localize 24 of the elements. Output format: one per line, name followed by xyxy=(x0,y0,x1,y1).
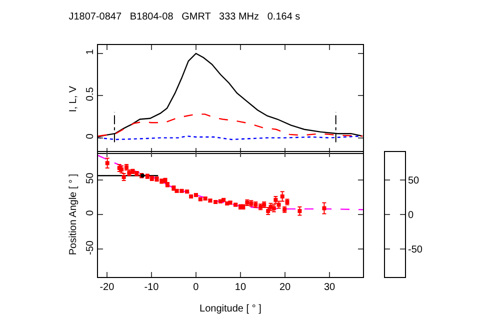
x-axis-title: Longitude [ ° ] xyxy=(200,304,262,314)
x-tick-label: 10 xyxy=(234,282,246,293)
point xyxy=(105,161,110,166)
y-tick-label: -50 xyxy=(85,240,96,255)
y2-tick-label: -50 xyxy=(408,244,423,256)
y-tick-label: 1 xyxy=(85,48,96,55)
y2-tick-label: 0 xyxy=(408,210,414,221)
x-tick-label: -10 xyxy=(144,282,160,293)
y-tick-label: 0 xyxy=(85,133,96,140)
x-tick-label: 20 xyxy=(279,282,292,293)
line-series xyxy=(98,114,363,137)
x-tick-label: -20 xyxy=(100,282,115,293)
y2-tick-label: 50 xyxy=(408,175,420,186)
point xyxy=(280,194,284,198)
y-axis-title: I, L, V xyxy=(68,86,79,112)
point xyxy=(322,206,326,210)
x-tick-label: 30 xyxy=(324,282,336,293)
y-axis-title: Position Angle [ ° ] xyxy=(68,174,79,256)
y-tick-label: 0.5 xyxy=(85,86,96,102)
x-tick-label: 0 xyxy=(193,282,200,293)
point xyxy=(298,209,302,214)
chart-title: J1807-0847 B1804-08 GMRT 333 MHz 0.164 s xyxy=(68,12,300,22)
y-tick-label: 50 xyxy=(85,172,96,184)
y-tick-label: 0 xyxy=(85,210,96,216)
